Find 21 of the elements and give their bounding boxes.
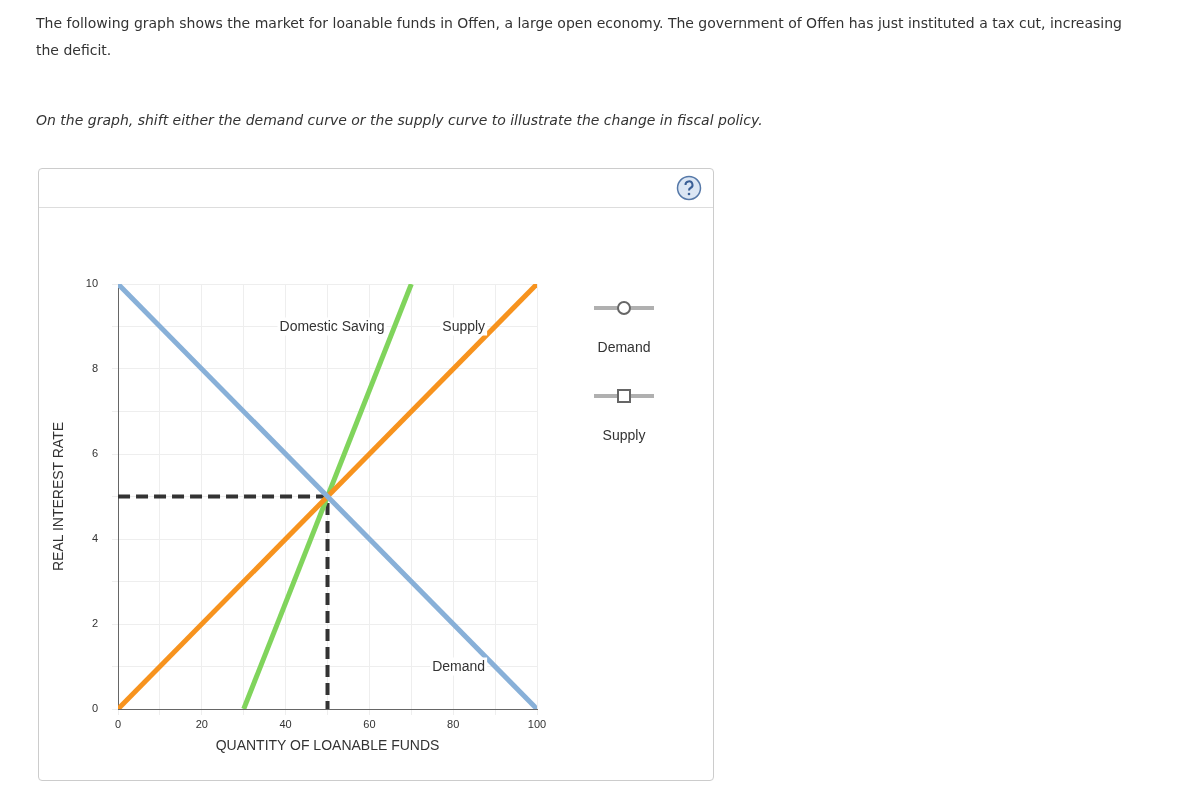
y-tick-label: 4 [91,532,99,545]
x-axis-title: QUANTITY OF LOANABLE FUNDS [215,737,440,754]
x-tick-label: 0 [114,717,122,730]
x-tick-label: 100 [527,717,547,730]
x-tick-label: 20 [195,717,208,730]
text: Demand [596,339,652,355]
x-tick-label: 40 [279,717,292,730]
y-tick-label: 2 [91,617,99,630]
chart-subtitle: On the graph, shift either the demand curve or the supply curve to illustrate the change in fiscal policy. [36,112,763,128]
x-tick-label: 60 [363,717,376,730]
text: The following graph shows the market for loanable funds in Offen, a large open economy. The government of Offen has just instituted a tax cut, increasing the deficit. [36,14,1123,60]
x-tick-label: 80 [447,717,460,730]
y-tick-label: 10 [85,277,99,290]
y-tick-label: 0 [91,702,99,715]
y-axis-title: REAL INTEREST RATE [50,421,67,572]
series-label: Domestic Saving [279,318,385,335]
series-label: Demand [432,658,486,675]
y-tick-label: 8 [91,362,99,375]
series-label: Supply [442,318,486,335]
y-tick-label: 6 [91,447,99,460]
text: Supply [601,427,647,443]
